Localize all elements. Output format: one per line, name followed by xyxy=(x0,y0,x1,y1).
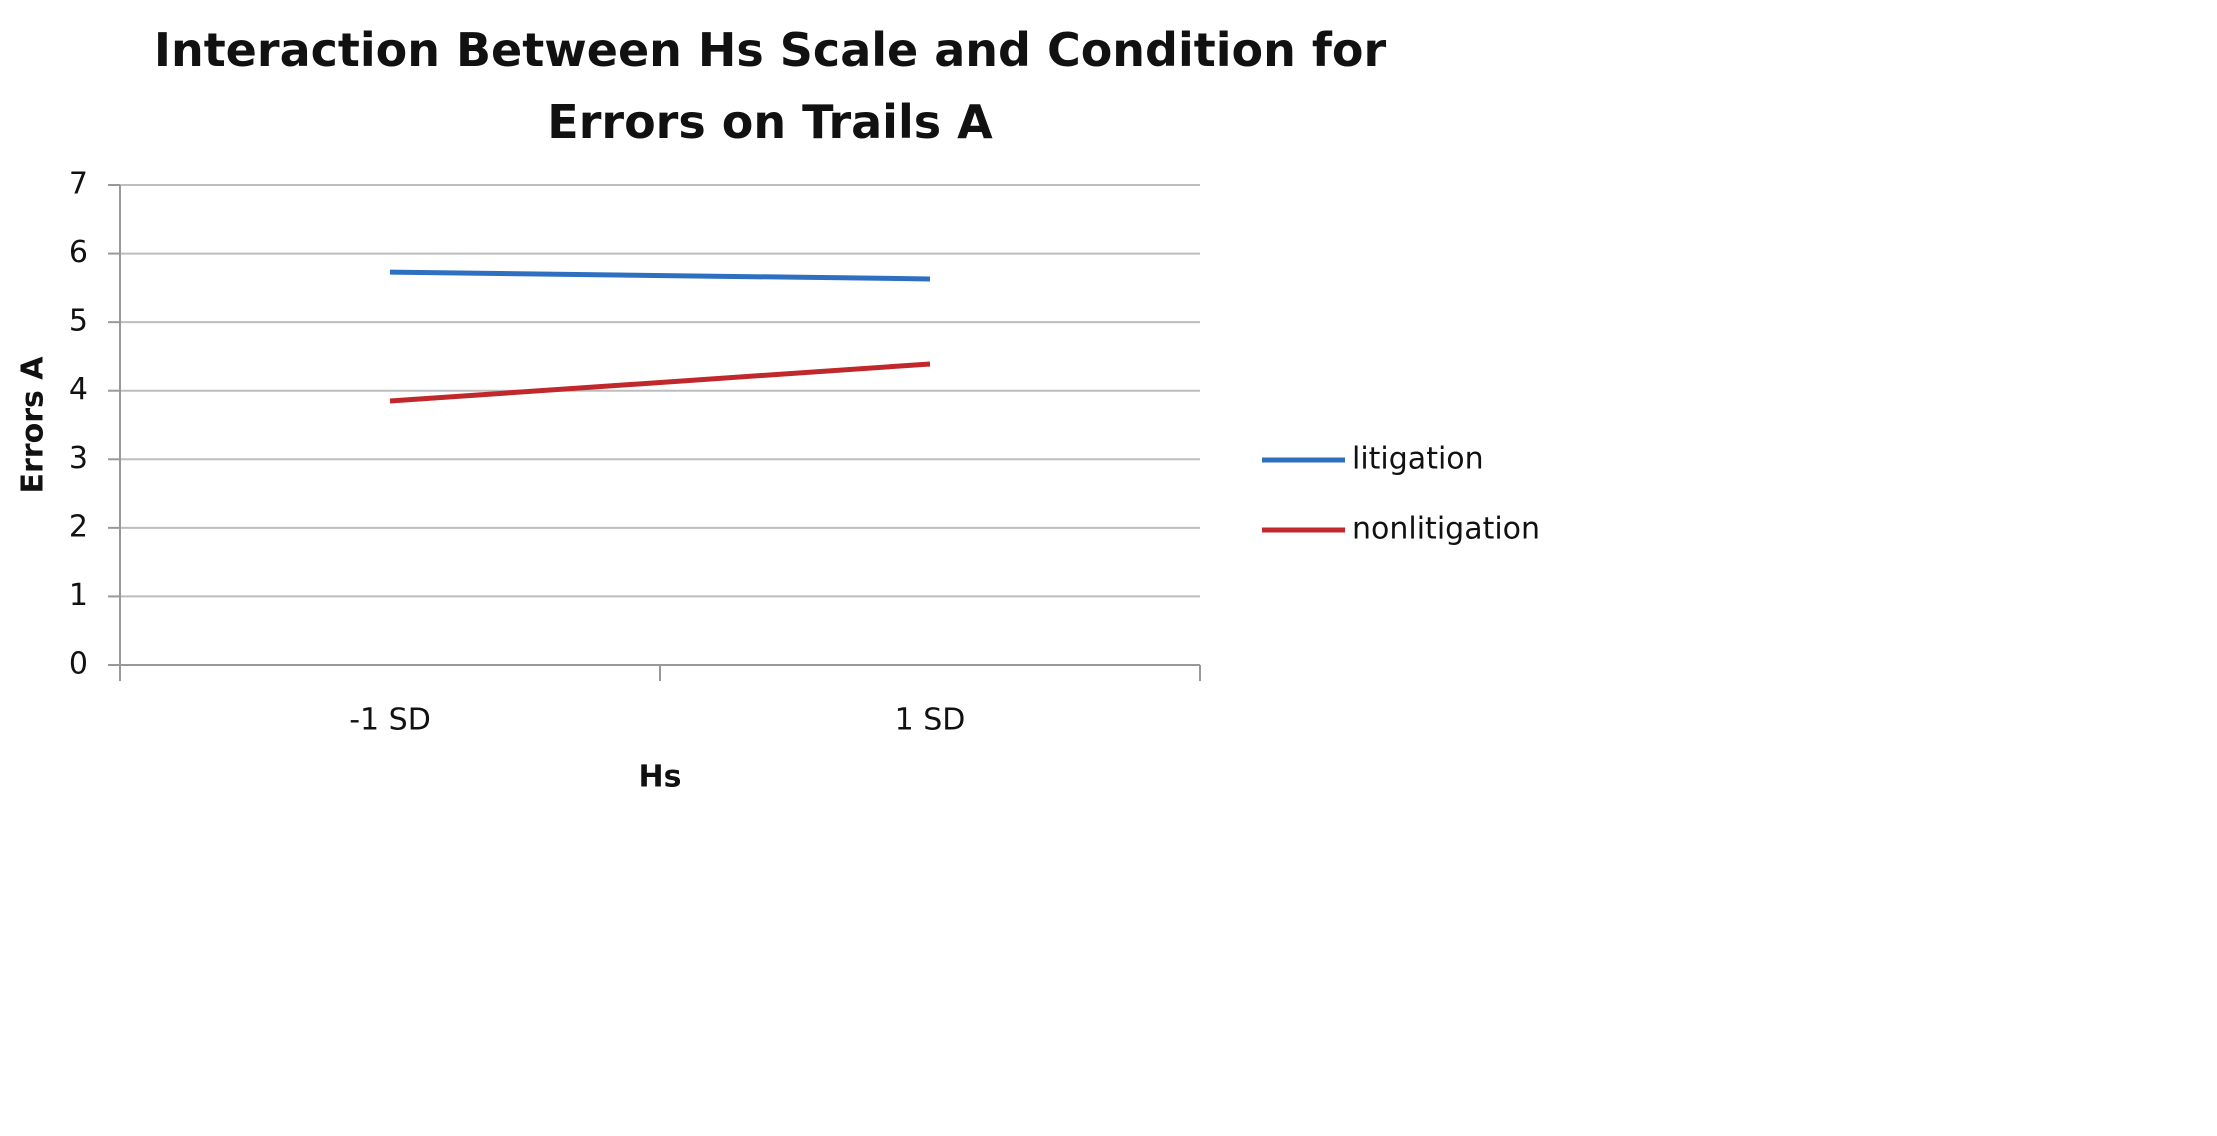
y-tick-label: 5 xyxy=(69,304,88,339)
chart-title: Interaction Between Hs Scale and Conditi… xyxy=(153,23,1387,149)
x-tick-label: -1 SD xyxy=(349,703,431,738)
y-tick-label: 0 xyxy=(69,647,88,682)
legend-label: litigation xyxy=(1352,442,1484,477)
y-axis-label: Errors A xyxy=(16,356,51,494)
y-tick-label: 3 xyxy=(69,441,88,476)
y-tick-label: 2 xyxy=(69,509,88,544)
y-tick-label: 6 xyxy=(69,235,88,270)
x-axis-label: Hs xyxy=(639,760,682,795)
data-line xyxy=(389,361,931,404)
data-line xyxy=(389,269,931,282)
y-tick-label: 7 xyxy=(69,167,88,202)
y-tick-label: 4 xyxy=(69,372,88,407)
y-tick-label: 1 xyxy=(69,578,88,613)
legend-label: nonlitigation xyxy=(1352,512,1540,547)
x-tick-label: 1 SD xyxy=(895,703,966,738)
